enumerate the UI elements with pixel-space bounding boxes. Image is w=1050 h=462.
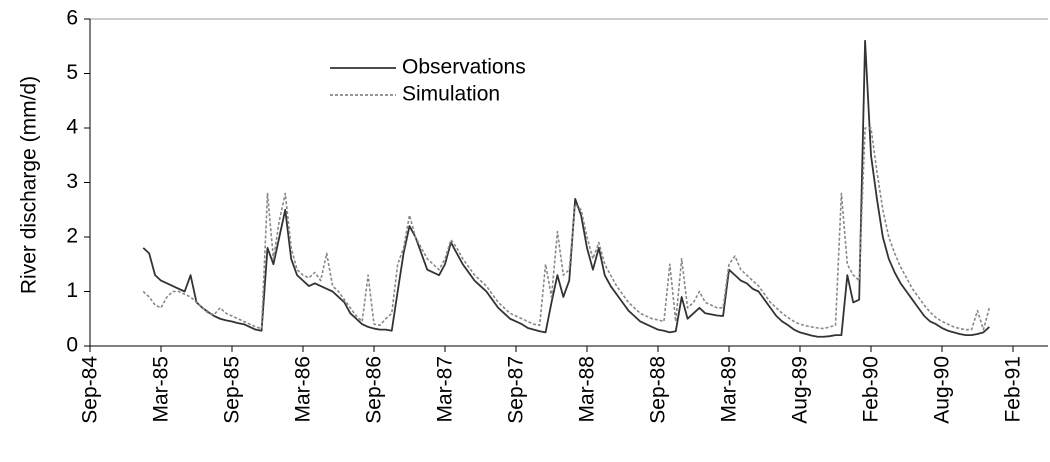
y-tick-label: 1 [66, 279, 78, 302]
x-tick-label: Aug-90 [931, 356, 954, 424]
x-tick-label: Mar-89 [718, 356, 741, 423]
x-tick-label: Sep-84 [79, 356, 102, 424]
y-tick-label: 4 [66, 116, 78, 139]
legend-label: Observations [402, 56, 526, 79]
x-tick-label: Mar-88 [576, 356, 599, 423]
x-tick-label: Feb-91 [1002, 356, 1025, 423]
x-tick-label: Mar-87 [434, 356, 457, 423]
y-tick-label: 3 [66, 170, 78, 193]
x-tick-label: Aug-89 [789, 356, 812, 424]
x-tick-label: Feb-90 [860, 356, 883, 423]
x-tick-label: Sep-86 [363, 356, 386, 424]
legend-label: Simulation [402, 83, 500, 106]
series-line [142, 127, 991, 331]
x-tick-label: Sep-88 [647, 356, 670, 424]
x-tick-label: Sep-87 [505, 356, 528, 424]
x-tick-label: Mar-86 [292, 356, 315, 423]
y-tick-label: 0 [66, 334, 78, 357]
y-axis-label: River discharge (mm/d) [18, 76, 41, 294]
y-tick-label: 6 [66, 7, 78, 30]
y-tick-label: 2 [66, 225, 78, 248]
x-tick-label: Mar-85 [150, 356, 173, 423]
x-tick-label: Sep-85 [221, 356, 244, 424]
series-line [142, 39, 990, 338]
y-tick-label: 5 [66, 61, 78, 84]
